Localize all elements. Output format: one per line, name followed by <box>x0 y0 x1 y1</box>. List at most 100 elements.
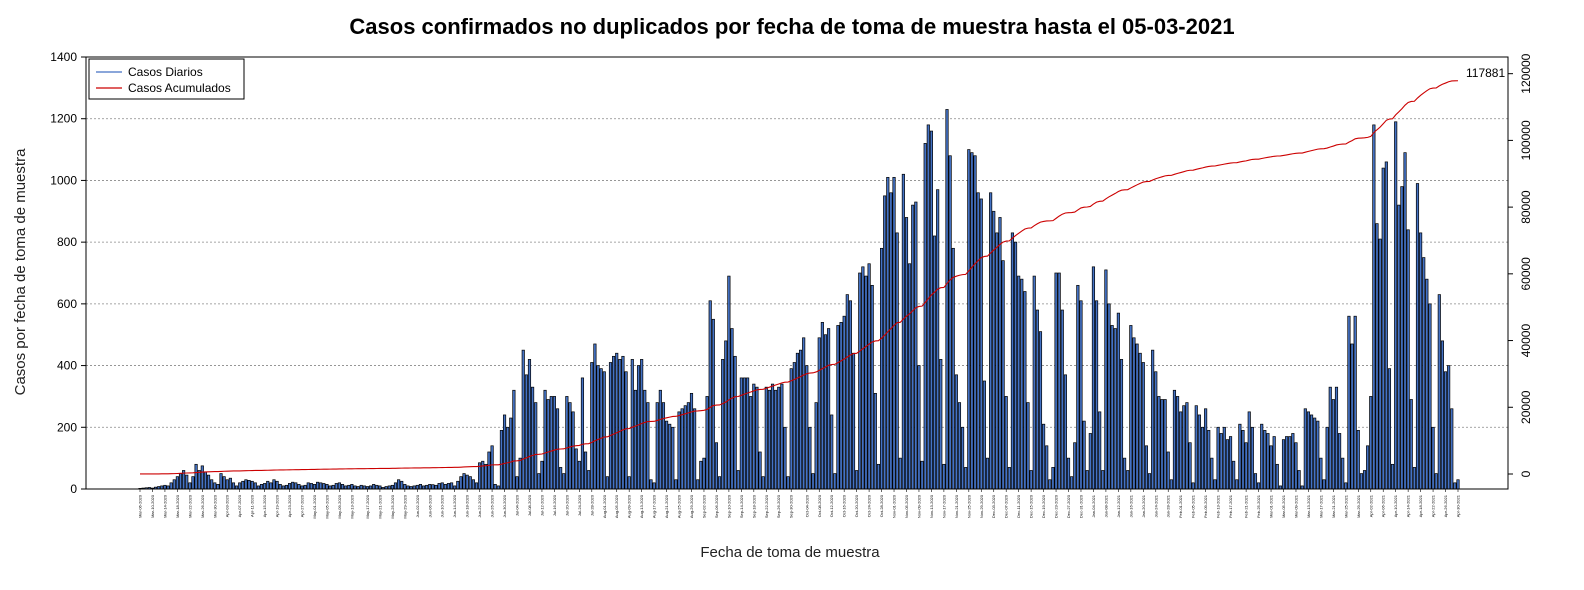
daily-bar <box>1048 479 1052 490</box>
daily-bar <box>649 479 653 490</box>
daily-bar <box>241 480 245 490</box>
daily-bar <box>440 482 444 490</box>
daily-bar <box>587 470 591 490</box>
daily-bar <box>225 479 229 490</box>
daily-bar <box>708 300 712 490</box>
x-tick-label: Jan-20-2021 <box>1141 494 1146 517</box>
x-tick-label: Dec-15-2020 <box>1029 494 1034 518</box>
daily-bar <box>827 328 831 490</box>
daily-bar <box>836 325 840 490</box>
daily-bar <box>630 359 634 490</box>
daily-bar <box>543 389 547 490</box>
daily-bar <box>397 479 401 490</box>
daily-bar <box>259 484 264 490</box>
daily-bar <box>1303 408 1307 490</box>
daily-bar <box>717 476 722 490</box>
x-tick-label: Sep-30-2020 <box>789 494 794 518</box>
x-tick-label: Sep-06-2020 <box>714 494 719 518</box>
x-tick-label: Oct-28-2020 <box>879 494 884 517</box>
daily-bar <box>858 272 862 490</box>
daily-bar <box>674 479 678 490</box>
daily-bar <box>973 155 977 490</box>
daily-bar <box>524 374 528 490</box>
x-tick-label: May-25-2020 <box>390 494 395 518</box>
daily-bar <box>546 399 550 490</box>
daily-bar <box>1132 337 1136 490</box>
daily-bar <box>786 476 790 490</box>
x-tick-label: Dec-19-2020 <box>1041 494 1046 518</box>
x-tick-label: Mar-17-2021 <box>1318 494 1323 518</box>
x-tick-label: Mar-09-2021 <box>1293 494 1298 518</box>
daily-bar <box>1042 423 1046 490</box>
x-tick-label: Mar-26-2020 <box>200 494 205 518</box>
daily-bar <box>1088 433 1092 490</box>
daily-bar <box>693 408 697 490</box>
chart-title: Casos confirmados no duplicados por fech… <box>349 14 1235 39</box>
daily-bar <box>795 352 800 490</box>
daily-bar <box>1372 124 1376 490</box>
x-tick-label: Sep-22-2020 <box>764 494 769 518</box>
daily-bar <box>599 368 603 490</box>
daily-bar <box>443 484 447 490</box>
daily-bar <box>562 473 566 490</box>
daily-bar <box>1260 423 1264 490</box>
daily-bar <box>459 476 463 490</box>
daily-bar <box>1285 436 1289 490</box>
x-tick-label: Dec-11-2020 <box>1016 494 1021 518</box>
daily-bar <box>502 414 507 490</box>
daily-bar <box>194 463 198 490</box>
x-tick-label: Jun-10-2020 <box>440 494 445 517</box>
x-tick-label: May-05-2020 <box>324 494 329 518</box>
y-tick-label: 600 <box>57 297 77 311</box>
daily-bar <box>1288 436 1292 490</box>
daily-bar <box>400 480 404 490</box>
daily-bar <box>1104 269 1108 490</box>
daily-bar <box>814 402 818 490</box>
daily-bar <box>1369 396 1373 490</box>
daily-bar <box>1341 457 1345 490</box>
daily-bar <box>1275 463 1279 490</box>
x-tick-label: Aug-21-2020 <box>664 494 669 518</box>
daily-bar <box>1238 423 1242 490</box>
plot-frame <box>85 56 1509 490</box>
daily-bar <box>565 396 569 490</box>
bar-series <box>138 109 1460 490</box>
daily-bar <box>1241 430 1245 490</box>
daily-bar <box>200 465 204 490</box>
x-tick-label: Apr-15-2020 <box>262 494 267 517</box>
x-tick-label: Jul-16-2020 <box>552 494 557 516</box>
daily-bar <box>848 300 852 490</box>
x-tick-label: Sep-14-2020 <box>739 494 744 518</box>
x-tick-label: Apr-10-2021 <box>1393 494 1398 517</box>
daily-bar <box>1331 399 1335 490</box>
daily-bar <box>774 389 778 490</box>
daily-bar <box>484 463 488 490</box>
daily-bar <box>1213 479 1217 490</box>
daily-bar <box>499 430 504 490</box>
daily-bar <box>549 396 553 490</box>
daily-bar <box>1107 303 1111 490</box>
daily-bar <box>932 235 937 490</box>
daily-bar <box>711 318 715 490</box>
daily-bar <box>770 383 775 490</box>
x-tick-label: Apr-19-2020 <box>275 494 280 517</box>
y-tick-label: 400 <box>57 359 77 373</box>
x-tick-label: Jul-28-2020 <box>589 494 594 516</box>
daily-bar <box>1294 442 1298 490</box>
daily-bar <box>1428 303 1432 490</box>
daily-bar <box>431 484 435 490</box>
daily-bar <box>185 474 189 490</box>
x-tick-label: Jun-02-2020 <box>415 494 420 517</box>
daily-bar <box>615 352 619 490</box>
daily-bar <box>172 479 176 490</box>
daily-bar <box>833 473 837 490</box>
daily-bar <box>1425 278 1429 490</box>
daily-bar <box>316 481 320 490</box>
daily-bar <box>334 483 338 490</box>
daily-bar <box>658 389 662 490</box>
daily-bar <box>468 476 472 490</box>
daily-bar <box>998 217 1002 490</box>
daily-bar <box>537 473 541 490</box>
daily-bar <box>1004 396 1008 490</box>
daily-bar <box>752 383 756 490</box>
